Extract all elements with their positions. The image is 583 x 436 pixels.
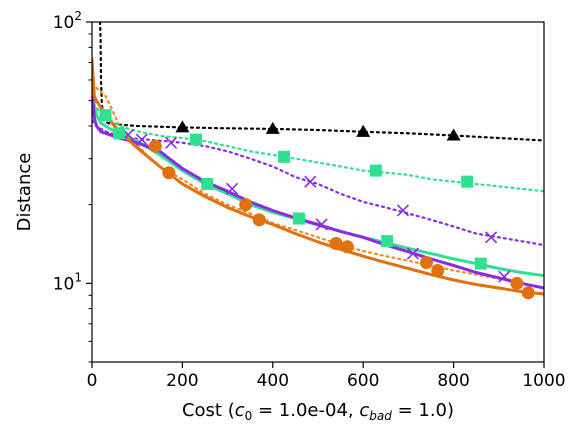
series-line-1 [92, 104, 544, 193]
series-6-marker [162, 166, 176, 180]
series-6-marker [329, 237, 343, 251]
y-axis: 101 102 [53, 9, 92, 363]
series-0-marker [356, 124, 371, 137]
x-axis: 0 200 400 600 800 1000 [87, 362, 566, 391]
series-6-marker [340, 240, 354, 254]
series-6-marker [252, 213, 266, 227]
series-4-marker [113, 127, 126, 140]
series-4-marker [293, 212, 306, 225]
series-4-marker [201, 177, 214, 190]
series-4-marker [474, 257, 487, 270]
y-axis-label: Distance [14, 153, 35, 232]
series-6-marker [419, 256, 433, 270]
x-tick-label: 600 [347, 371, 379, 391]
series-1-marker [461, 175, 474, 188]
series-0-marker [446, 128, 461, 141]
series-6-marker [431, 263, 445, 277]
series-0-marker [175, 120, 190, 133]
series-line-5 [92, 88, 544, 290]
series-6-marker [510, 276, 524, 290]
series-5-marker [315, 218, 328, 231]
series-layer [92, 22, 544, 296]
series-line-3 [92, 82, 544, 290]
series-1-marker [369, 164, 382, 177]
series-6-marker [239, 198, 253, 212]
series-0-marker [265, 121, 280, 134]
y-tick-label: 101 [53, 270, 82, 294]
series-5-marker [498, 270, 511, 283]
marker-layer [99, 109, 535, 300]
x-tick-label: 400 [257, 371, 289, 391]
series-2-marker [165, 136, 178, 149]
x-tick-label: 0 [87, 371, 98, 391]
plot-frame [91, 21, 545, 363]
series-5-marker [135, 133, 148, 146]
y-tick-label: 102 [53, 9, 82, 33]
series-6-marker [148, 139, 162, 153]
x-tick-label: 800 [437, 371, 469, 391]
x-tick-label: 1000 [522, 371, 565, 391]
series-2-marker [485, 231, 498, 244]
series-5-marker [406, 247, 419, 260]
series-2-marker [304, 175, 317, 188]
series-line-4 [92, 78, 544, 278]
x-tick-label: 200 [166, 371, 198, 391]
series-1-marker [189, 133, 202, 146]
series-1-marker [278, 150, 291, 163]
x-axis-label: Cost (c0 = 1.0e-04, cbad = 1.0) [182, 400, 454, 423]
series-1-marker [99, 109, 112, 122]
series-6-marker [521, 286, 535, 300]
series-2-marker [396, 204, 410, 217]
series-5-marker [226, 182, 239, 195]
series-line-0 [98, 22, 544, 142]
series-4-marker [381, 235, 394, 248]
